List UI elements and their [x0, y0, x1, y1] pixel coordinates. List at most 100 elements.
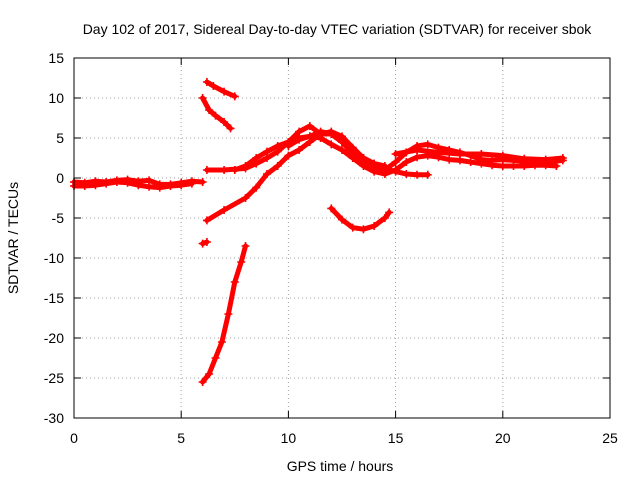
series-track	[204, 79, 238, 99]
series-track	[200, 95, 233, 131]
data-point	[509, 162, 518, 170]
data-point	[273, 142, 282, 150]
data-point	[198, 239, 207, 248]
series-track	[204, 129, 388, 223]
data-point	[252, 154, 261, 162]
x-tick-label: 5	[177, 430, 185, 446]
data-point	[445, 155, 454, 164]
series-track-b	[70, 178, 196, 192]
y-tick-label: -25	[44, 370, 64, 386]
data-point	[198, 378, 207, 386]
series-track	[328, 205, 392, 232]
series-track-g	[391, 146, 567, 164]
data-point	[295, 135, 304, 144]
data-point	[198, 178, 207, 186]
data-point	[466, 158, 475, 166]
chart-title: Day 102 of 2017, Sidereal Day-to-day VTE…	[83, 21, 593, 37]
data-point	[205, 106, 214, 114]
plot-frame	[73, 57, 611, 419]
data-point	[370, 222, 379, 230]
data-point	[541, 155, 550, 164]
data-point	[385, 208, 394, 217]
data-point	[391, 150, 400, 158]
data-point	[262, 170, 271, 178]
data-point	[380, 162, 389, 170]
y-tick-label: 0	[56, 170, 64, 186]
data-point	[552, 162, 561, 170]
data-point	[477, 150, 486, 158]
data-point	[327, 204, 336, 213]
series-track-h	[202, 78, 239, 101]
data-point	[284, 142, 293, 150]
series-track-l	[327, 204, 394, 234]
data-point	[359, 162, 368, 170]
series-track-j	[198, 238, 211, 248]
x-tick-label: 25	[602, 430, 618, 446]
series-track-i	[198, 94, 235, 133]
data-point	[558, 154, 567, 162]
axis-ticks: 0 5 10 15 20 25 -30 -25 -20 -15 -10 -5 0 5 10 15	[44, 50, 618, 446]
data-point	[498, 162, 507, 170]
series-track-k	[198, 242, 250, 386]
data-point	[413, 153, 422, 162]
data-point	[455, 150, 464, 158]
data-point	[155, 183, 164, 192]
data-point	[241, 242, 250, 250]
y-tick-label: -5	[52, 210, 65, 226]
data-point	[252, 183, 261, 192]
data-point	[284, 151, 293, 160]
data-point	[230, 278, 239, 286]
data-point	[220, 206, 229, 214]
y-tick-label: 15	[48, 50, 64, 66]
data-point	[220, 87, 229, 96]
data-point	[80, 182, 89, 190]
data-point	[220, 166, 229, 174]
y-tick-label: 10	[48, 90, 64, 106]
x-tick-label: 0	[70, 430, 78, 446]
data-point	[202, 238, 211, 246]
data-point	[423, 170, 432, 179]
data-point	[413, 146, 422, 154]
data-point	[434, 148, 443, 157]
data-point	[488, 161, 497, 170]
y-tick-label: -20	[44, 330, 64, 346]
data-point	[102, 179, 111, 188]
x-tick-label: 15	[388, 430, 404, 446]
data-point	[380, 214, 389, 222]
data-point	[241, 194, 250, 202]
data-point	[530, 161, 539, 170]
data-point	[91, 181, 100, 190]
data-point	[145, 182, 154, 191]
y-tick-label: -30	[44, 410, 64, 426]
data-point	[209, 82, 218, 90]
data-point	[370, 159, 379, 168]
data-point	[205, 370, 214, 378]
data-point	[273, 162, 282, 170]
data-point	[477, 159, 486, 168]
data-point	[230, 92, 239, 101]
data-point	[327, 127, 336, 136]
data-point	[370, 167, 379, 176]
data-point	[202, 166, 211, 174]
data-point	[226, 124, 235, 133]
data-point	[316, 130, 325, 138]
y-tick-label: 5	[56, 130, 64, 146]
data-point	[423, 140, 432, 149]
data-point	[202, 216, 211, 225]
data-point	[348, 154, 357, 162]
data-point	[338, 215, 346, 224]
data-point	[305, 138, 314, 146]
data-point	[402, 158, 411, 166]
x-tick-label: 20	[495, 430, 511, 446]
data-point	[520, 154, 529, 163]
x-tick-label: 10	[281, 430, 297, 446]
data-point	[327, 140, 336, 149]
series-track-f	[202, 127, 389, 225]
data-point	[520, 162, 529, 170]
data-point	[348, 143, 357, 152]
data-point	[348, 223, 357, 232]
data-point	[202, 78, 211, 86]
y-tick-label: -15	[44, 290, 64, 306]
data-point	[112, 178, 121, 186]
